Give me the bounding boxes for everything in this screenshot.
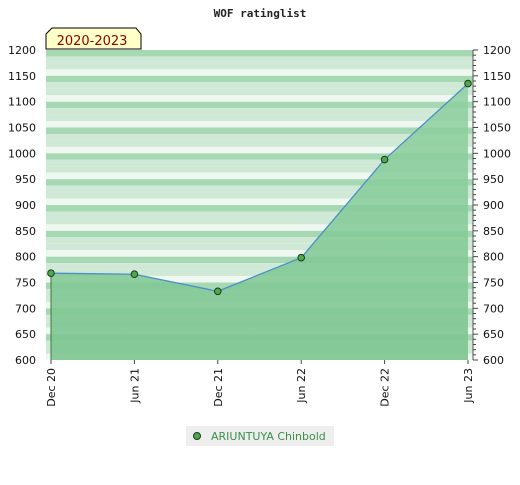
y-tick-label-left: 900 <box>15 199 36 212</box>
grid-band <box>46 211 473 218</box>
y-tick-label-left: 950 <box>15 173 36 186</box>
grid-band <box>46 179 473 186</box>
grid-band <box>46 153 473 160</box>
grid-band <box>46 62 473 70</box>
y-tick-label-right: 800 <box>483 251 504 264</box>
grid-band <box>46 237 473 244</box>
y-tick-label-left: 850 <box>15 225 36 238</box>
data-point <box>297 253 306 262</box>
grid-band <box>46 56 473 63</box>
period-badge: 2020-2023 <box>45 27 142 50</box>
grid-band <box>46 256 473 264</box>
legend-marker <box>193 432 201 440</box>
grid-band <box>46 263 473 270</box>
grid-band <box>46 127 473 134</box>
grid-band <box>46 108 473 115</box>
grid-band <box>46 224 473 231</box>
x-tick-label: Jun 23 <box>462 368 475 404</box>
y-tick-label-right: 900 <box>483 199 504 212</box>
grid-band <box>46 217 473 225</box>
grid-band <box>46 146 473 154</box>
grid-band <box>46 101 473 109</box>
y-tick-label-right: 1050 <box>483 122 511 135</box>
grid-band <box>46 88 473 96</box>
grid-band <box>46 185 473 193</box>
data-point <box>380 155 389 164</box>
x-tick-label: Dec 22 <box>379 368 392 407</box>
x-tick-label: Jun 21 <box>128 368 141 404</box>
y-tick-label-right: 950 <box>483 173 504 186</box>
legend-box <box>186 426 334 446</box>
y-tick-label-right: 600 <box>483 354 504 367</box>
y-tick-label-right: 750 <box>483 277 504 290</box>
y-tick-label-left: 650 <box>15 328 36 341</box>
y-tick-label-left: 700 <box>15 302 36 315</box>
grid-band <box>46 140 473 147</box>
grid-band <box>46 121 473 128</box>
grid-band <box>46 198 473 205</box>
legend-series-name: ARIUNTUYA Chinbold <box>211 430 326 443</box>
series-line <box>50 83 469 292</box>
grid-band <box>46 82 473 89</box>
y-tick-label-right: 1200 <box>483 44 511 57</box>
grid-band <box>46 114 473 122</box>
x-tick-label: Jun 22 <box>295 368 308 404</box>
grid-band <box>46 172 473 180</box>
grid-band <box>46 69 473 76</box>
grid-band <box>46 95 473 102</box>
y-tick-label-left: 1200 <box>8 44 36 57</box>
x-tick-label: Dec 20 <box>45 368 58 407</box>
y-tick-label-left: 600 <box>15 354 36 367</box>
y-tick-label-right: 650 <box>483 328 504 341</box>
grid-band <box>46 166 473 173</box>
grid-band <box>46 205 473 212</box>
y-tick-label-right: 850 <box>483 225 504 238</box>
grid-band <box>46 50 473 57</box>
axes: 600 600 650 650 700 700 750 750 800 800 850 850 900 9… <box>8 44 511 407</box>
y-tick-label-left: 1050 <box>8 122 36 135</box>
y-tick-label-left: 1150 <box>8 70 36 83</box>
grid-band <box>46 250 473 257</box>
period-badge-shape <box>45 27 142 50</box>
rating-points <box>47 79 472 296</box>
y-tick-label-left: 1100 <box>8 96 36 109</box>
y-tick-label-right: 700 <box>483 302 504 315</box>
chart-title: WOF ratinglist <box>214 7 307 20</box>
period-badge-label: 2020-2023 <box>57 34 128 49</box>
rating-area <box>50 83 468 360</box>
y-tick-label-right: 1100 <box>483 96 511 109</box>
data-point <box>130 270 139 279</box>
grid-band <box>46 75 473 83</box>
grid-band <box>46 269 473 277</box>
rating-line <box>50 83 469 292</box>
grid-band <box>46 230 473 238</box>
data-point <box>464 79 472 88</box>
grid-band <box>46 133 473 141</box>
y-tick-label-right: 1000 <box>483 147 511 160</box>
area-fill <box>51 83 468 360</box>
data-point <box>214 287 222 296</box>
y-tick-label-left: 750 <box>15 277 36 290</box>
y-tick-label-left: 800 <box>15 251 36 264</box>
data-point <box>47 269 55 278</box>
grid-band <box>46 159 473 167</box>
grid-band <box>46 243 473 251</box>
y-tick-label-left: 1000 <box>8 147 36 160</box>
x-tick-label: Dec 21 <box>212 368 225 407</box>
legend: ARIUNTUYA Chinbold <box>186 426 334 446</box>
grid-band <box>46 192 473 199</box>
y-tick-label-right: 1150 <box>483 70 511 83</box>
